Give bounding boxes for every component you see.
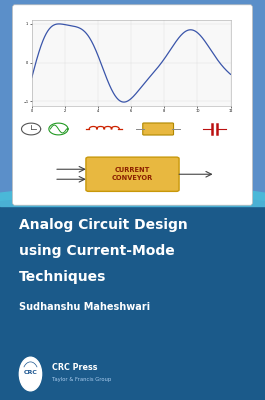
Text: CRC Press: CRC Press [52,363,97,372]
Text: Taylor & Francis Group: Taylor & Francis Group [52,377,111,382]
FancyBboxPatch shape [12,5,253,205]
Text: using Current-Mode: using Current-Mode [19,244,174,258]
Text: Analog Circuit Design: Analog Circuit Design [19,218,187,232]
Bar [0,199,265,206]
Text: CURRENT
CONVEYOR: CURRENT CONVEYOR [112,167,153,182]
Circle shape [19,357,42,391]
Text: CRC: CRC [24,370,37,375]
Text: Sudhanshu Maheshwari: Sudhanshu Maheshwari [19,302,150,312]
Bar [0,0,265,204]
FancyBboxPatch shape [86,157,179,191]
Polygon shape [0,176,265,200]
Bar [0,204,265,400]
Text: Techniques: Techniques [19,270,106,284]
FancyBboxPatch shape [143,123,174,135]
